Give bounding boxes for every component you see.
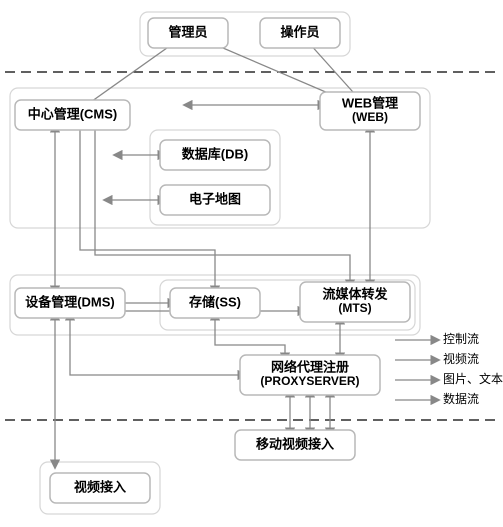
- node-web: WEB管理(WEB): [320, 92, 420, 130]
- node-cms: 中心管理(CMS): [15, 100, 130, 130]
- node-label: 管理员: [168, 24, 207, 39]
- node-operator: 操作员: [260, 18, 340, 48]
- legend-label: 数据流: [443, 391, 479, 406]
- node-mts: 流媒体转发(MTS): [300, 282, 410, 322]
- node-label: 网络代理注册: [271, 359, 349, 374]
- node-label: 数据库(DB): [182, 146, 248, 161]
- legend-label: 图片、文本流: [443, 371, 503, 386]
- node-mobile: 移动视频接入: [235, 430, 355, 460]
- legend-label: 控制流: [443, 332, 479, 346]
- node-admin: 管理员: [148, 18, 228, 48]
- node-label: WEB管理: [342, 95, 398, 110]
- node-label: 中心管理(CMS): [28, 106, 118, 121]
- node-label: 操作员: [280, 24, 319, 39]
- node-ss: 存储(SS): [170, 288, 260, 318]
- node-label: (PROXYSERVER): [260, 374, 359, 388]
- node-video: 视频接入: [50, 473, 150, 503]
- edge: [215, 318, 285, 355]
- node-label: 设备管理(DMS): [25, 294, 115, 309]
- node-label: 移动视频接入: [256, 436, 334, 451]
- node-label: 电子地图: [189, 191, 241, 206]
- node-label: (MTS): [338, 301, 371, 315]
- legend-label: 视频流: [443, 351, 479, 366]
- node-db: 数据库(DB): [160, 140, 270, 170]
- node-label: 存储(SS): [189, 294, 241, 309]
- diagram-canvas: 管理员 操作员中心管理(CMS) WEB管理(WEB) 数据库(DB) 电子地图设备管理…: [0, 0, 503, 527]
- node-dms: 设备管理(DMS): [15, 288, 125, 318]
- node-label: 视频接入: [74, 479, 126, 494]
- node-proxy: 网络代理注册(PROXYSERVER): [240, 355, 380, 395]
- node-emap: 电子地图: [160, 185, 270, 215]
- node-label: 流媒体转发: [322, 286, 388, 301]
- node-label: (WEB): [352, 110, 388, 124]
